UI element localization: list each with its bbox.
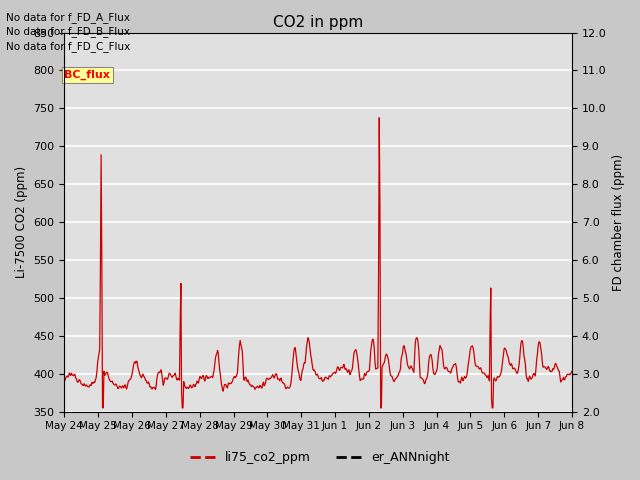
Title: CO2 in ppm: CO2 in ppm (273, 15, 364, 30)
Text: No data for f_FD_C_Flux: No data for f_FD_C_Flux (6, 41, 131, 52)
Legend: li75_co2_ppm, er_ANNnight: li75_co2_ppm, er_ANNnight (186, 446, 454, 469)
Text: BC_flux: BC_flux (65, 70, 110, 80)
Text: No data for f_FD_B_Flux: No data for f_FD_B_Flux (6, 26, 131, 37)
Y-axis label: Li-7500 CO2 (ppm): Li-7500 CO2 (ppm) (15, 166, 28, 278)
Text: No data for f_FD_A_Flux: No data for f_FD_A_Flux (6, 12, 131, 23)
Y-axis label: FD chamber flux (ppm): FD chamber flux (ppm) (612, 154, 625, 291)
